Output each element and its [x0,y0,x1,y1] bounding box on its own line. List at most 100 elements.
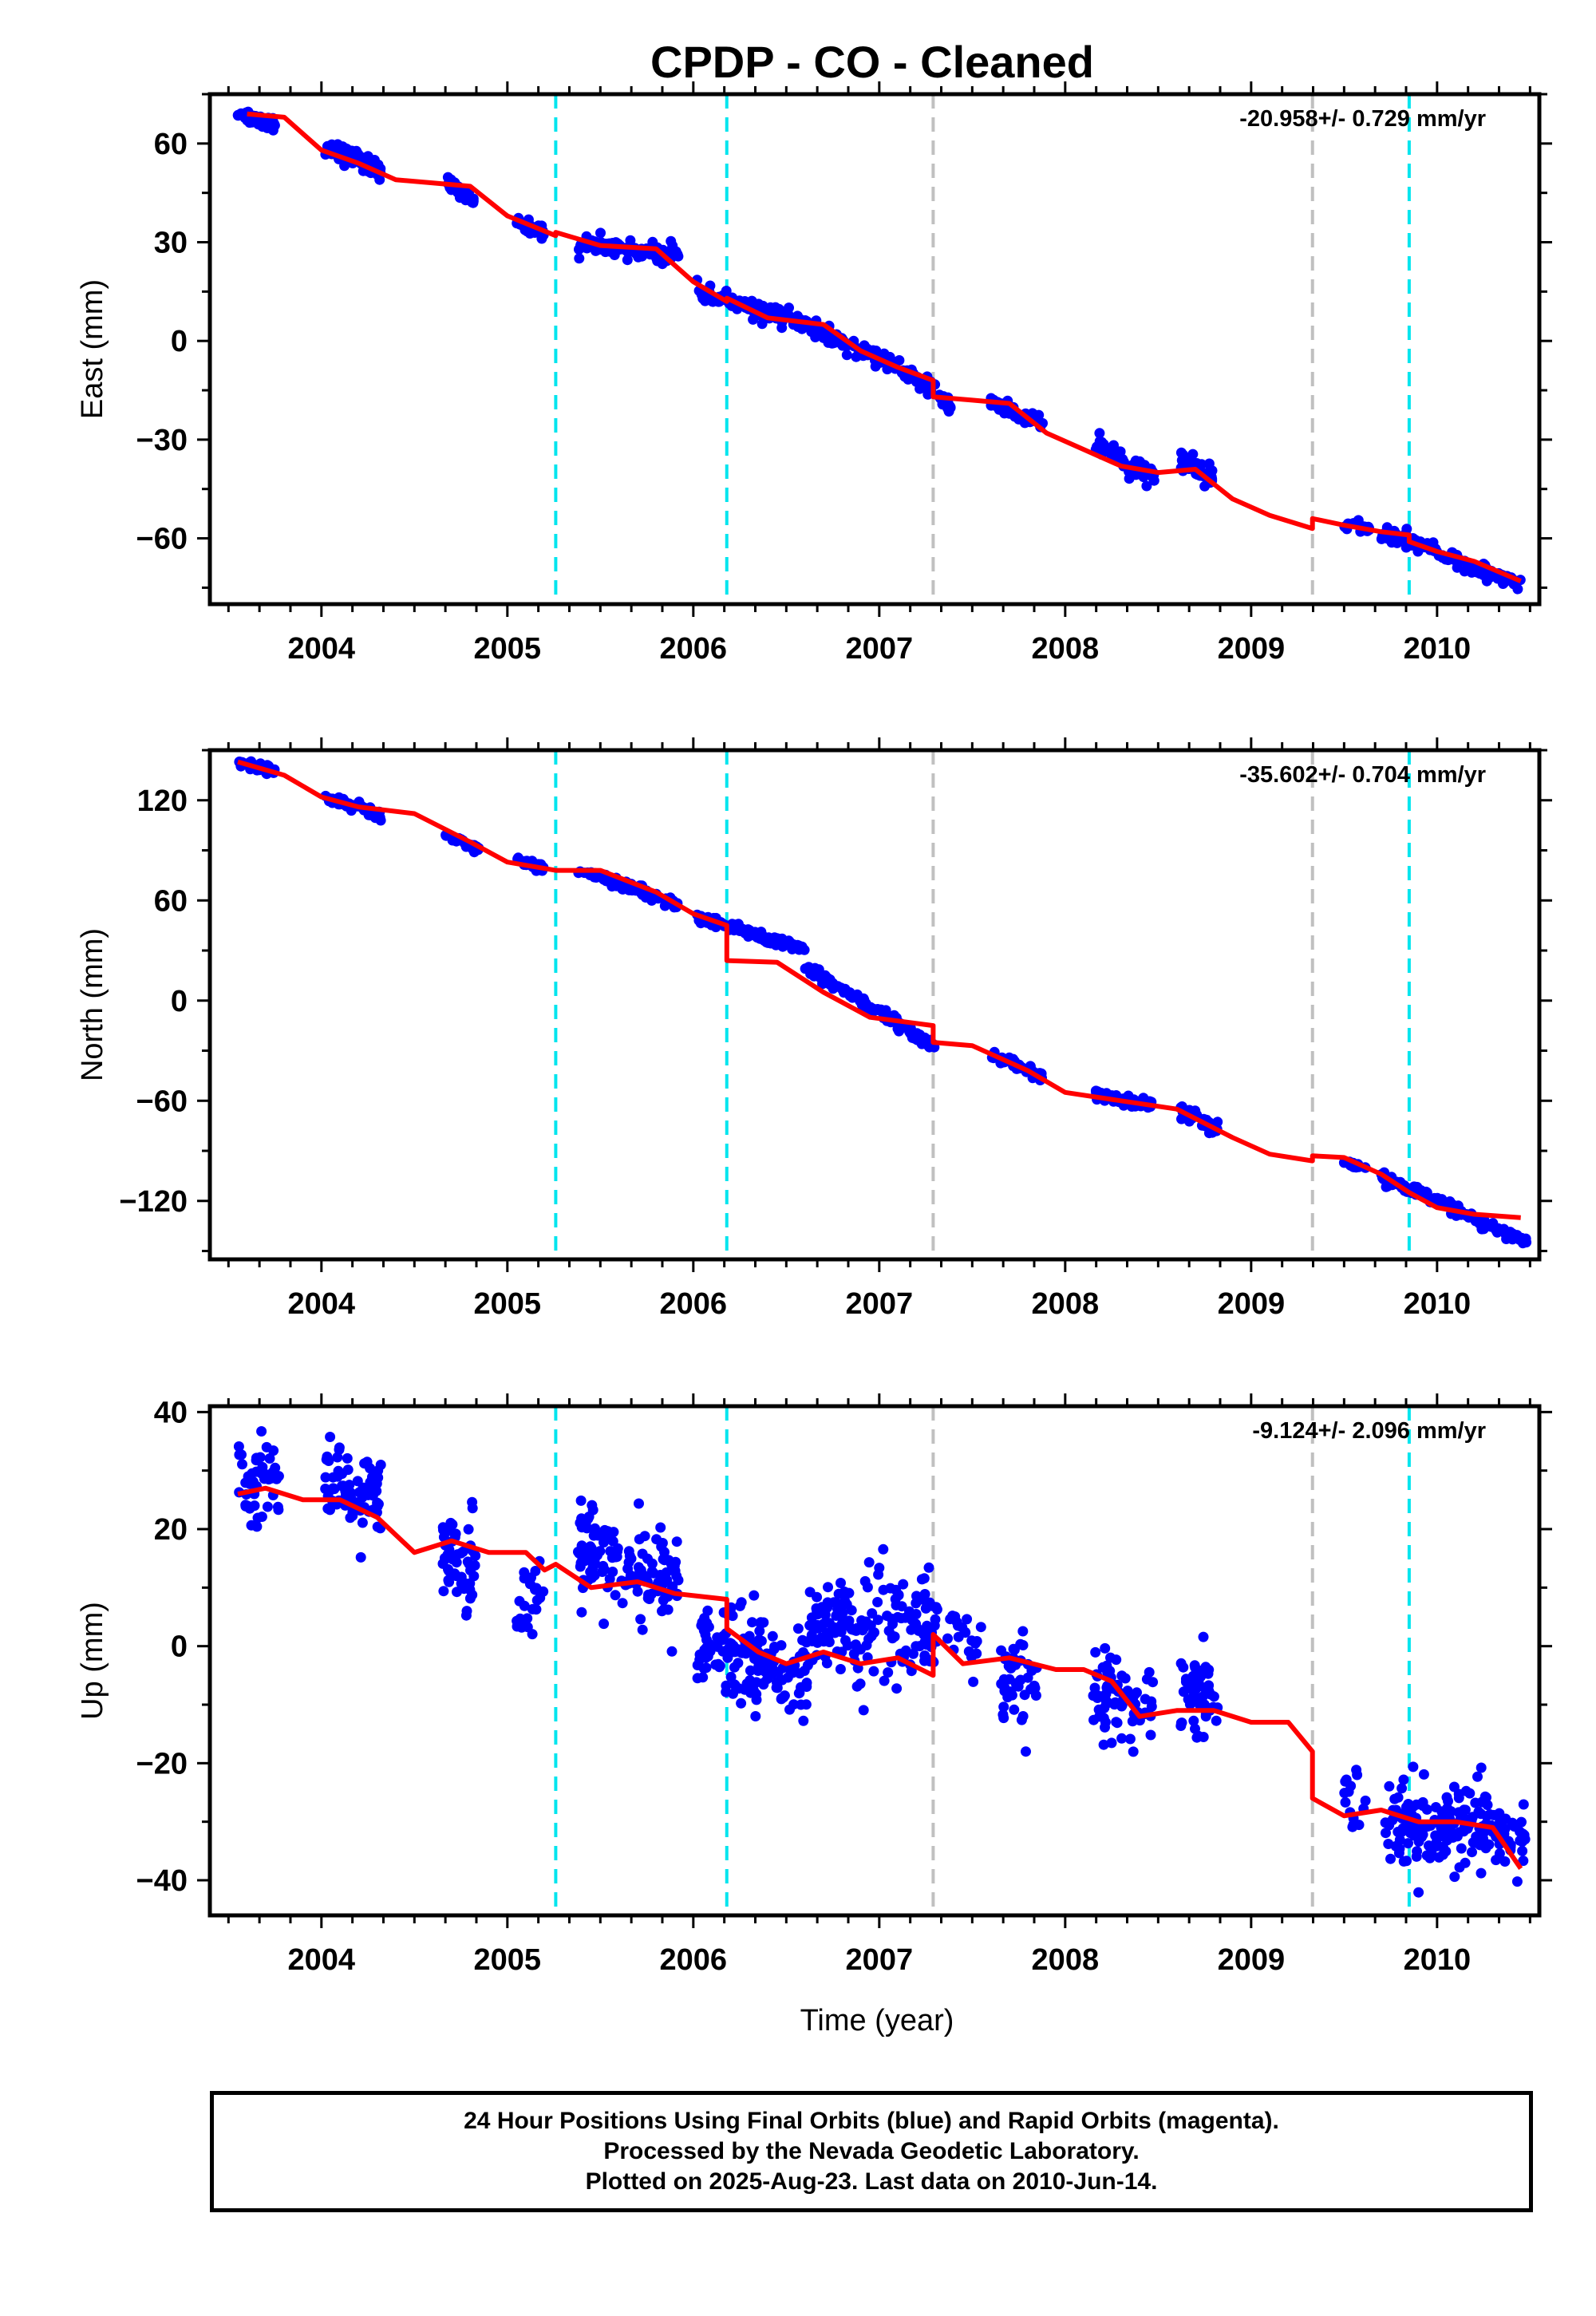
data-point [1100,1689,1112,1700]
data-point [1480,1843,1491,1854]
up-data-points [233,1426,1531,1898]
data-point [702,1605,713,1616]
data-point [1198,1631,1209,1642]
data-point [796,1699,807,1710]
data-point [325,1432,336,1442]
data-point [736,1697,747,1709]
data-point [264,1453,275,1464]
data-point [1124,1733,1136,1745]
data-point [975,1622,986,1633]
data-point [1008,1643,1019,1654]
data-point [1345,1780,1357,1792]
data-point [637,1624,648,1635]
data-point [1511,1876,1523,1887]
data-point [843,1587,855,1599]
data-point [1198,1732,1209,1742]
north-model-line [237,759,1521,1220]
data-point [1401,1856,1412,1867]
data-point [996,1645,1007,1656]
x-tick-label: 2010 [1404,1943,1472,1977]
data-point [942,1633,953,1644]
data-point [622,247,634,259]
data-point [1396,1783,1408,1794]
data-point [340,1485,351,1496]
data-point [697,1672,709,1683]
data-point [1418,1769,1429,1780]
data-point [451,1557,462,1568]
data-point [263,1474,275,1485]
data-point [345,1512,356,1524]
y-tick-label: −120 [119,1185,188,1219]
data-point [607,1567,618,1577]
x-tick-label: 2005 [474,1943,542,1977]
data-point [261,1441,272,1452]
data-point [1203,1680,1215,1691]
data-point [729,1646,741,1657]
data-point [744,1630,755,1642]
data-point [760,1666,771,1678]
east-panel: 2004 2005 2006 2007 2008 2009 2010 60 30 0 −30 −60 E… [76,81,1552,666]
data-point [1381,1181,1392,1192]
y-tick-label: 60 [154,884,188,918]
data-point [334,1442,345,1453]
data-point [617,1598,628,1609]
data-point [762,937,773,948]
data-point [575,1495,587,1506]
data-point [807,1635,818,1646]
x-tick-label: 2007 [846,632,914,666]
data-point [749,1686,760,1697]
data-point [249,1500,260,1512]
data-point [1180,1674,1191,1685]
data-point [856,1615,867,1626]
data-point [836,1618,847,1630]
data-point [673,1575,684,1586]
data-point [438,1586,449,1597]
data-point [256,1426,267,1437]
data-point [1393,1792,1404,1803]
data-point [836,1626,847,1638]
north-panel: 2004 2005 2006 2007 2008 2009 2010 120 60 0 −60 −12… [76,737,1552,1321]
data-point [841,350,852,361]
data-point [1116,1670,1128,1682]
data-point [945,401,956,413]
data-point [1516,1232,1527,1243]
data-point [1360,1795,1371,1806]
data-point [714,1662,725,1673]
data-point [782,1672,793,1683]
data-point [597,1567,608,1577]
data-point [1188,1715,1199,1726]
data-point [666,235,677,247]
data-point [1021,1746,1031,1757]
data-point [1128,1746,1139,1757]
data-point [842,1640,853,1651]
data-point [1178,1686,1189,1697]
figure-title: CPDP - CO - Cleaned [650,37,1094,87]
data-point [1351,1765,1362,1776]
data-point [858,1705,869,1716]
data-point [806,968,816,979]
data-point [637,1548,648,1559]
data-point [755,1618,766,1630]
data-point [1384,1780,1395,1792]
data-point [1112,1717,1123,1729]
data-point [1439,1822,1450,1833]
data-point [1009,1704,1020,1715]
y-tick-label: −40 [136,1864,188,1898]
data-point [1340,1796,1351,1808]
data-point [462,1556,473,1567]
data-point [1176,455,1187,466]
data-point [1102,1667,1113,1678]
x-tick-label: 2007 [846,1943,914,1977]
x-tick-label: 2008 [1032,1287,1100,1321]
x-tick-label: 2009 [1218,1943,1286,1977]
data-point [1515,1835,1526,1846]
data-point [1017,1711,1029,1721]
data-point [322,1503,334,1514]
data-point [1491,1855,1502,1866]
data-point [351,145,362,156]
data-point [357,1517,368,1528]
data-point [1454,1862,1465,1873]
y-tick-label: 30 [154,227,188,260]
y-tick-label: −60 [136,1085,188,1118]
data-point [1013,1681,1024,1692]
